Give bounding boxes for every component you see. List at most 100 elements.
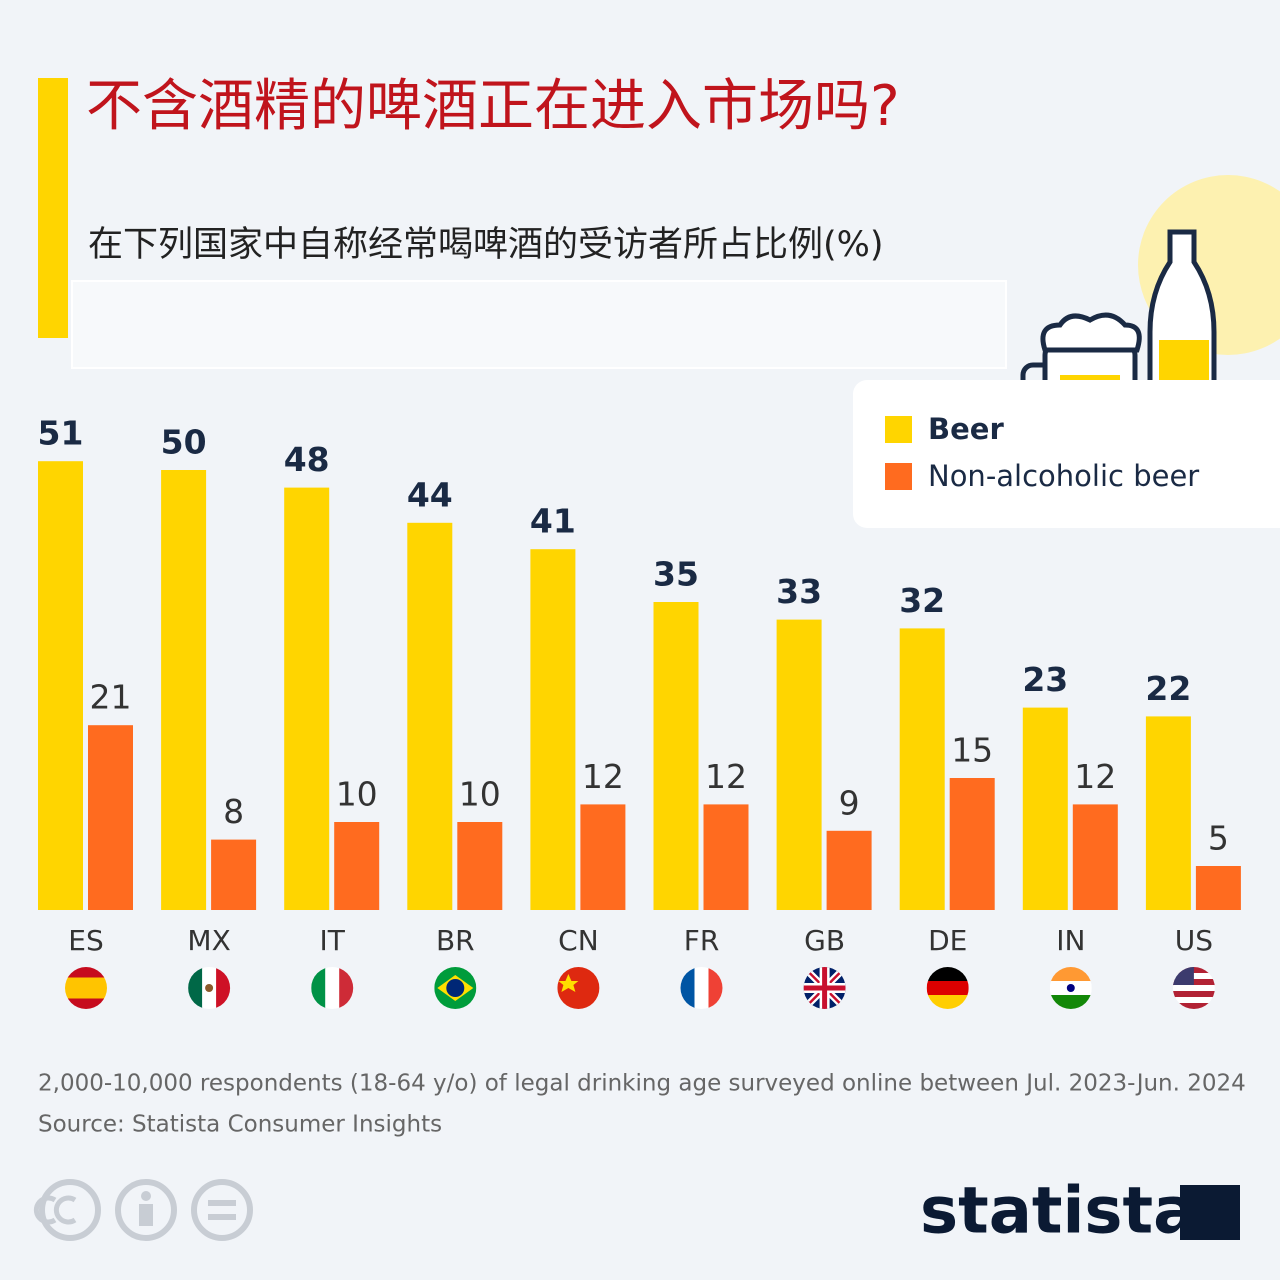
- bar: [1195, 866, 1241, 910]
- flag: [311, 967, 354, 1009]
- accent-bar: [38, 78, 68, 338]
- nd-bar: [208, 1200, 236, 1206]
- flag-stripe: [926, 981, 969, 996]
- bar: [826, 830, 872, 910]
- flag-stripe: [926, 967, 969, 982]
- flag-star: [558, 974, 579, 992]
- flag-stripe: [926, 995, 969, 1009]
- value-label: 10: [336, 775, 378, 814]
- by-body: [139, 1204, 153, 1226]
- cc-icon: [39, 1179, 101, 1241]
- logo-mark: [1180, 1185, 1240, 1240]
- nd-icon: [191, 1179, 253, 1241]
- value-label: 5: [1208, 819, 1229, 858]
- legend-swatch: [885, 416, 912, 443]
- flag-stripe: [339, 967, 354, 1009]
- bar: [38, 461, 83, 910]
- legend: Beer Non-alcoholic beer: [885, 412, 1199, 493]
- flag-stripe: [1172, 997, 1215, 1004]
- bar: [703, 804, 749, 910]
- value-label: 12: [1074, 757, 1116, 796]
- bar: [1022, 707, 1068, 910]
- value-label: 10: [459, 775, 501, 814]
- value-label: 12: [582, 757, 624, 796]
- flag-stripe: [216, 967, 231, 1009]
- value-label: 23: [1022, 660, 1068, 699]
- flag: [188, 967, 231, 1009]
- bar: [580, 804, 626, 910]
- logo: statista: [920, 1175, 1196, 1249]
- x-tick-label: FR: [684, 924, 720, 957]
- flag-emblem: [446, 979, 465, 997]
- flag: [557, 967, 600, 1009]
- flag-stripe: [65, 988, 107, 999]
- flag-stripe: [1172, 991, 1215, 998]
- bar: [88, 725, 133, 910]
- value-label: 44: [407, 475, 453, 514]
- value-label: 15: [951, 731, 993, 770]
- legend-label: Non-alcoholic beer: [928, 459, 1199, 493]
- flag-stripe: [1172, 1003, 1215, 1009]
- flag-stripe: [65, 977, 107, 989]
- value-label: 21: [90, 678, 132, 717]
- x-tick-label: MX: [187, 924, 230, 957]
- value-label: 41: [530, 502, 576, 541]
- flag: [803, 967, 846, 1009]
- flag: [680, 967, 723, 1009]
- value-label: 8: [223, 792, 244, 831]
- bar: [211, 839, 257, 910]
- bar: [457, 822, 503, 910]
- flag-stripe: [694, 967, 709, 1009]
- flag-stripe: [1172, 985, 1215, 992]
- flag-stripe: [1049, 995, 1092, 1009]
- source: Source: Statista Consumer Insights: [38, 1112, 442, 1138]
- bar: [1145, 716, 1191, 910]
- flag: [1049, 967, 1092, 1009]
- flag-stripe: [1049, 967, 1092, 982]
- x-tick-label: GB: [804, 924, 845, 957]
- flag-emblem: [205, 984, 214, 992]
- nd-bar: [208, 1214, 236, 1220]
- bar: [407, 522, 453, 910]
- x-tick-label: US: [1175, 924, 1213, 957]
- value-label: 35: [653, 555, 699, 594]
- value-label: 12: [705, 757, 747, 796]
- legend-box: [853, 380, 1280, 528]
- value-label: 51: [38, 414, 84, 453]
- flag-cross: [803, 967, 846, 1009]
- value-label: 9: [839, 783, 860, 822]
- bar: [284, 487, 330, 910]
- value-label: 33: [776, 572, 822, 611]
- bar: [1072, 804, 1118, 910]
- legend-label: Beer: [928, 412, 1004, 446]
- bar: [776, 619, 822, 910]
- x-tick-label: CN: [558, 924, 599, 957]
- x-tick-label: ES: [68, 924, 103, 957]
- bar: [334, 822, 380, 910]
- x-tick-label: IN: [1056, 924, 1085, 957]
- flag-stripe: [325, 967, 340, 1009]
- blank-box: [71, 280, 1007, 369]
- flag-stripe: [680, 967, 695, 1009]
- bar: [899, 628, 945, 910]
- flag: [65, 967, 107, 1009]
- flag: [926, 967, 969, 1009]
- bar: [161, 470, 207, 910]
- x-tick-label: IT: [320, 924, 346, 957]
- flag-stripe: [65, 967, 107, 978]
- by-icon: [115, 1179, 177, 1241]
- flag: [434, 967, 477, 1009]
- chart-title: 不含酒精的啤酒正在进入市场吗?: [86, 74, 900, 139]
- bar: [653, 602, 699, 910]
- value-label: 22: [1145, 669, 1191, 708]
- chart-subtitle: 在下列国家中自称经常喝啤酒的受访者所占比例(%): [88, 225, 884, 265]
- x-tick-label: DE: [928, 924, 967, 957]
- flag-stripe: [188, 967, 203, 1009]
- flag-emblem: [1066, 984, 1075, 992]
- value-label: 50: [161, 423, 207, 462]
- by-head: [141, 1191, 151, 1201]
- bar: [949, 778, 995, 910]
